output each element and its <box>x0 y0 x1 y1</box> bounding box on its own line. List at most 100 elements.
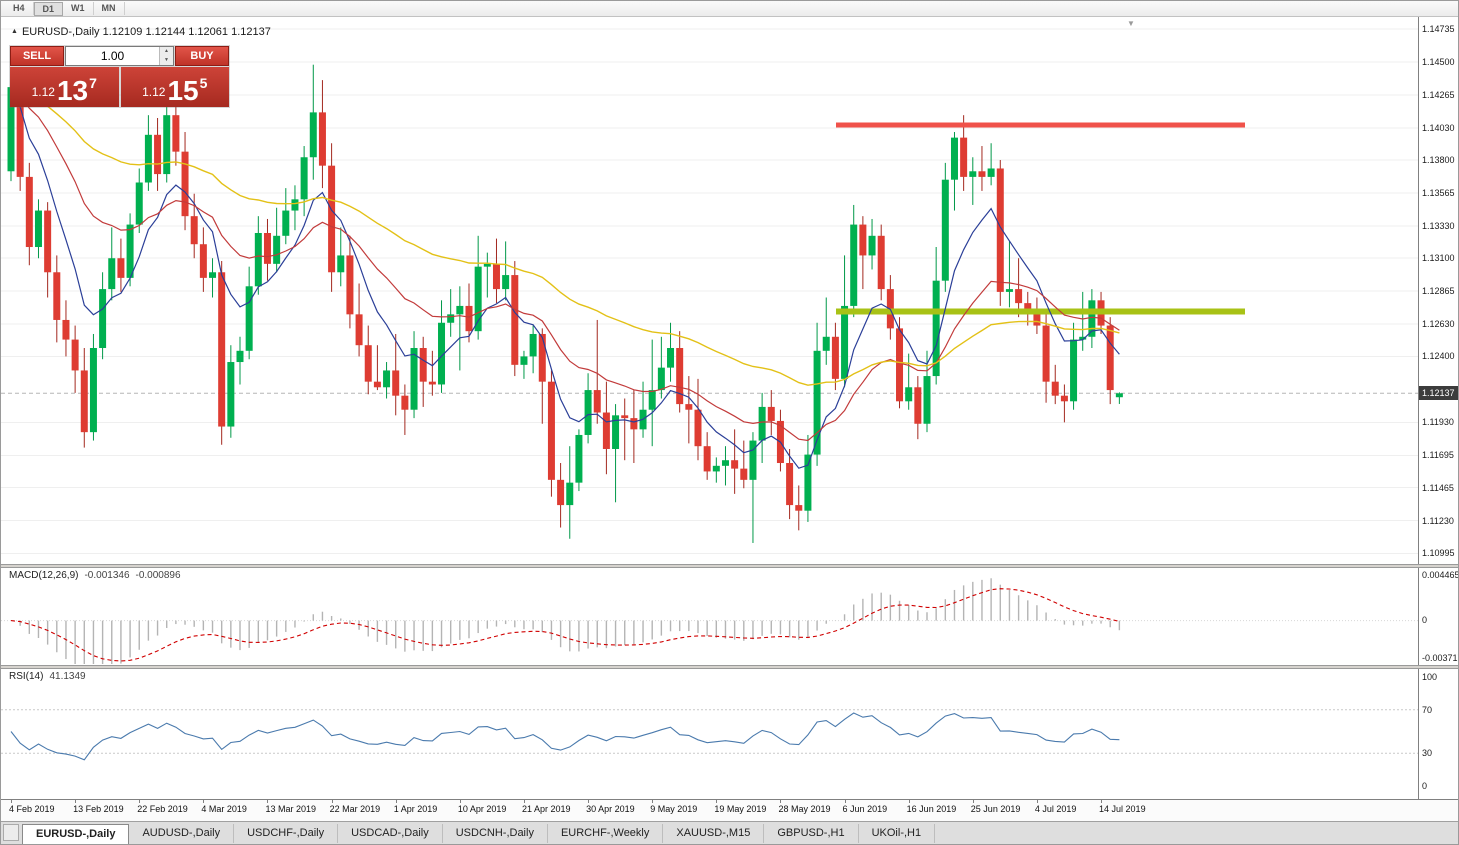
main-chart-area[interactable]: ▲ EURUSD-,Daily 1.12109 1.12144 1.12061 1… <box>1 17 1418 564</box>
macd-axis: 0.004465 0 -0.003717 <box>1418 568 1459 665</box>
rsi-panel: RSI(14) 41.1349 <box>1 669 1418 799</box>
chart-symbol: EURUSD-,Daily <box>21 26 100 38</box>
rsi-label: RSI(14) 41.1349 <box>9 671 86 682</box>
macd-main-value: -0.001346 <box>84 570 130 581</box>
rsi-axis-30: 30 <box>1422 748 1433 758</box>
timeframe-button-D1[interactable]: D1 <box>33 1 64 16</box>
chart-tab-usdchf[interactable]: USDCHF-,Daily <box>234 824 339 843</box>
candlestick-chart[interactable] <box>1 17 1418 564</box>
date-axis-label: 6 Jun 2019 <box>842 804 888 814</box>
buy-price-point-digit: 5 <box>199 75 208 91</box>
price-axis-label: 1.14500 <box>1422 56 1455 67</box>
date-axis-label: 14 Jul 2019 <box>1099 804 1146 814</box>
timeframe-button-MN[interactable]: MN <box>94 2 125 15</box>
collapse-icon[interactable]: ▲ <box>11 28 18 35</box>
price-axis-label: 1.10995 <box>1422 548 1455 559</box>
panel-splitter[interactable] <box>1 665 1458 669</box>
date-axis-tick <box>652 800 654 803</box>
chart-tab-eurusd[interactable]: EURUSD-,Daily <box>22 824 130 844</box>
date-axis-tick <box>972 800 974 803</box>
macd-panel: MACD(12,26,9) -0.001346 -0.000896 <box>1 568 1418 665</box>
date-axis-tick <box>844 800 846 803</box>
price-axis-label: 1.11695 <box>1422 450 1454 461</box>
date-axis-label: 10 Apr 2019 <box>457 804 507 814</box>
date-axis-tick <box>1036 800 1038 803</box>
lot-spinner[interactable]: ▲ ▼ <box>159 47 173 65</box>
date-axis-tick <box>11 800 12 803</box>
sell-price-prefix: 1.12 <box>31 85 55 99</box>
timeframe-button-H4[interactable]: H4 <box>5 2 34 15</box>
date-axis: 4 Feb 2019 13 Feb 2019 22 Feb 2019 4 Mar 20… <box>1 799 1458 821</box>
macd-chart <box>1 578 1418 664</box>
timeframe-button-W1[interactable]: W1 <box>63 2 94 15</box>
chart-tab-bar: EURUSD-,Daily AUDUSD-,Daily USDCHF-,Daily U… <box>1 821 1458 844</box>
price-axis-label: 1.14265 <box>1422 89 1455 100</box>
sell-price-display[interactable]: 1.12 13 7 <box>10 67 119 107</box>
rsi-axis: 100 70 30 0 <box>1418 669 1458 799</box>
date-axis-label: 22 Feb 2019 <box>137 804 188 814</box>
price-axis-label: 1.12865 <box>1422 286 1455 297</box>
date-axis-label: 4 Feb 2019 <box>9 804 55 814</box>
date-axis-label: 13 Feb 2019 <box>73 804 124 814</box>
macd-axis-max: 0.004465 <box>1422 570 1459 580</box>
date-axis-tick <box>1101 800 1103 803</box>
chart-shift-marker-icon: ▼ <box>1127 19 1135 28</box>
date-axis-tick <box>459 800 461 803</box>
price-axis: 1.12137 1.14735 1.14500 1.14265 1.14030 1.13… <box>1418 17 1458 564</box>
date-axis-label: 13 Mar 2019 <box>265 804 317 814</box>
chart-tab-ukoil[interactable]: UKOil-,H1 <box>859 824 936 843</box>
date-axis-tick <box>331 800 333 803</box>
lot-size-input[interactable] <box>66 47 159 65</box>
macd-name: MACD(12,26,9) <box>9 570 79 581</box>
panel-splitter[interactable] <box>1 564 1458 568</box>
chart-tab-audusd[interactable]: AUDUSD-,Daily <box>129 824 235 843</box>
buy-price-prefix: 1.12 <box>142 85 166 99</box>
buy-button[interactable]: BUY <box>175 46 229 66</box>
lot-decrease-button[interactable]: ▼ <box>160 56 173 65</box>
price-axis-label: 1.12630 <box>1422 319 1455 330</box>
date-axis-tick <box>395 800 397 803</box>
date-axis-tick <box>588 800 590 803</box>
timeframe-toolbar: H4 D1 W1 MN <box>1 1 1458 17</box>
price-axis-label: 1.11230 <box>1422 515 1454 526</box>
date-axis-tick <box>139 800 141 803</box>
date-axis-label: 19 May 2019 <box>714 804 767 814</box>
lot-size-field[interactable]: ▲ ▼ <box>65 46 174 66</box>
chart-tab-xauusd[interactable]: XAUUSD-,M15 <box>663 824 765 843</box>
date-axis-tick <box>716 800 718 803</box>
rsi-axis-70: 70 <box>1422 705 1433 715</box>
rsi-axis-0: 0 <box>1422 781 1428 791</box>
price-axis-label: 1.12400 <box>1422 351 1455 362</box>
price-axis-label: 1.14030 <box>1422 122 1455 133</box>
chart-tab-usdcnh[interactable]: USDCNH-,Daily <box>443 824 548 843</box>
sell-button[interactable]: SELL <box>10 46 64 66</box>
date-axis-label: 16 Jun 2019 <box>906 804 957 814</box>
date-axis-label: 1 Apr 2019 <box>393 804 438 814</box>
date-axis-tick <box>908 800 910 803</box>
date-axis-label: 28 May 2019 <box>778 804 831 814</box>
price-axis-label: 1.11465 <box>1422 482 1454 493</box>
rsi-axis-100: 100 <box>1422 672 1438 682</box>
chart-title: ▲ EURUSD-,Daily 1.12109 1.12144 1.12061 1… <box>11 26 271 38</box>
chart-tab-usdcad[interactable]: USDCAD-,Daily <box>338 824 443 843</box>
sell-price-point-digit: 7 <box>89 75 97 91</box>
buy-price-display[interactable]: 1.12 15 5 <box>120 67 229 107</box>
current-price-label: 1.12137 <box>1419 386 1458 401</box>
rsi-value: 41.1349 <box>49 671 86 682</box>
macd-label: MACD(12,26,9) -0.001346 -0.000896 <box>9 570 181 581</box>
chart-ohlc-values: 1.12109 1.12144 1.12061 1.12137 <box>102 26 271 38</box>
lot-increase-button[interactable]: ▲ <box>160 47 173 56</box>
date-axis-label: 9 May 2019 <box>650 804 698 814</box>
date-axis-label: 25 Jun 2019 <box>970 804 1021 814</box>
date-axis-label: 21 Apr 2019 <box>521 804 571 814</box>
macd-axis-zero: 0 <box>1422 615 1428 625</box>
date-axis-tick <box>267 800 269 803</box>
tab-scroll-button[interactable] <box>3 824 19 841</box>
rsi-name: RSI(14) <box>9 671 44 682</box>
macd-axis-min: -0.003717 <box>1422 653 1459 663</box>
chart-tab-gbpusd[interactable]: GBPUSD-,H1 <box>764 824 859 843</box>
price-axis-label: 1.13330 <box>1422 220 1455 231</box>
chart-tab-eurchf[interactable]: EURCHF-,Weekly <box>548 824 664 843</box>
